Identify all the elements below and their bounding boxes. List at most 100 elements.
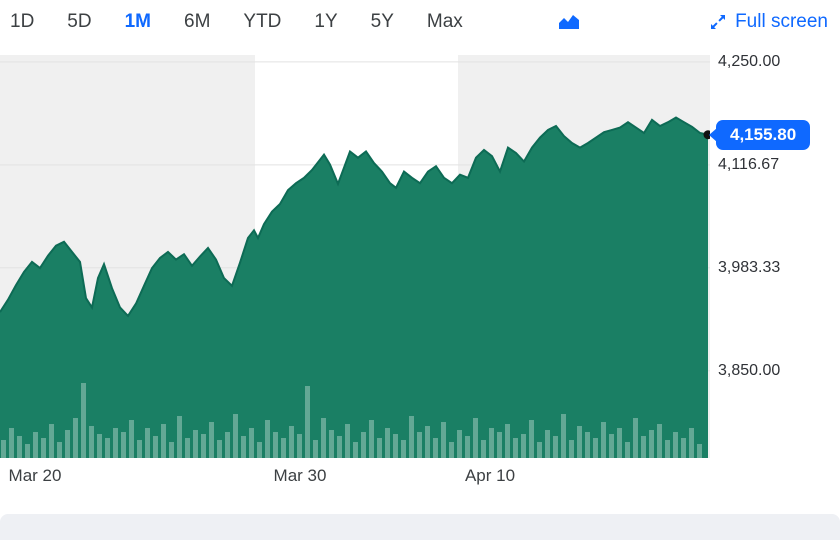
volume-bar — [17, 436, 22, 458]
area-chart-icon[interactable] — [558, 14, 580, 30]
volume-bar — [537, 442, 542, 458]
x-axis-label: Mar 20 — [8, 466, 62, 485]
volume-bar — [353, 442, 358, 458]
volume-bar — [657, 424, 662, 458]
fullscreen-button[interactable]: Full screen — [709, 11, 830, 33]
volume-bar — [217, 440, 222, 458]
volume-bar — [185, 438, 190, 458]
x-axis: Mar 20 Mar 30 Apr 10 — [0, 458, 710, 498]
volume-bar — [489, 428, 494, 458]
x-axis-label: Mar 30 — [273, 466, 327, 485]
volume-bar — [521, 434, 526, 458]
price-badge: 4,155.80 — [716, 120, 811, 150]
volume-bar — [89, 426, 94, 458]
volume-bar — [409, 416, 414, 458]
volume-bar — [129, 420, 134, 458]
volume-bar — [337, 436, 342, 458]
volume-bar — [297, 434, 302, 458]
volume-bar — [281, 438, 286, 458]
volume-bar — [449, 442, 454, 458]
price-line — [0, 116, 709, 318]
y-axis-label: 3,850.00 — [718, 362, 781, 379]
volume-bar — [585, 432, 590, 458]
range-tab-5d[interactable]: 5D — [67, 11, 92, 32]
volume-bar — [33, 432, 38, 458]
volume-bar — [97, 434, 102, 458]
volume-bar — [561, 414, 566, 458]
range-tabs: 1D 5D 1M 6M YTD 1Y 5Y Max — [10, 11, 463, 33]
x-axis-label: Apr 10 — [464, 466, 516, 485]
range-tab-ytd[interactable]: YTD — [243, 11, 282, 32]
volume-bar — [105, 438, 110, 458]
volume-bar — [305, 386, 310, 458]
volume-bar — [625, 442, 630, 458]
volume-bar — [505, 424, 510, 458]
volume-bar — [465, 436, 470, 458]
volume-bar — [273, 432, 278, 458]
expand-arrows-icon — [709, 13, 727, 31]
range-tab-5y[interactable]: 5Y — [370, 11, 394, 32]
volume-bar — [497, 432, 502, 458]
volume-bar — [689, 428, 694, 458]
volume-bar — [641, 436, 646, 458]
volume-bar — [49, 424, 54, 458]
volume-bar — [417, 432, 422, 458]
volume-bar — [321, 418, 326, 458]
volume-bar — [1, 440, 6, 458]
volume-bar — [313, 440, 318, 458]
volume-bar — [569, 440, 574, 458]
volume-bar — [633, 418, 638, 458]
range-toolbar: 1D 5D 1M 6M YTD 1Y 5Y Max Full screen — [0, 0, 840, 44]
volume-bar — [473, 418, 478, 458]
volume-bar — [233, 414, 238, 458]
volume-bar — [329, 430, 334, 458]
range-tab-1y[interactable]: 1Y — [314, 11, 338, 32]
plot-svg — [0, 61, 713, 458]
volume-bar — [593, 438, 598, 458]
footer-panel — [0, 514, 840, 540]
range-tab-1m[interactable]: 1M — [124, 11, 151, 32]
volume-bar — [225, 432, 230, 458]
volume-bar — [145, 428, 150, 458]
y-axis-label: 3,983.33 — [718, 259, 781, 276]
volume-bar — [601, 422, 606, 458]
volume-bar — [161, 424, 166, 458]
volume-bar — [609, 434, 614, 458]
fullscreen-label: Full screen — [735, 11, 828, 32]
volume-bar — [249, 428, 254, 458]
volume-bar — [193, 430, 198, 458]
volume-bar — [169, 442, 174, 458]
range-tab-max[interactable]: Max — [426, 11, 463, 32]
volume-bar — [65, 430, 70, 458]
volume-bar — [57, 442, 62, 458]
volume-bar — [121, 432, 126, 458]
range-tab-1d[interactable]: 1D — [10, 11, 35, 32]
volume-bar — [441, 422, 446, 458]
y-axis: 4,250.00 4,116.67 3,983.33 3,850.00 — [710, 53, 840, 458]
y-axis-label: 4,250.00 — [718, 53, 781, 70]
volume-bar — [25, 444, 30, 458]
range-tab-6m[interactable]: 6M — [184, 11, 211, 32]
volume-bar — [481, 440, 486, 458]
volume-bar — [513, 438, 518, 458]
volume-bar — [433, 438, 438, 458]
volume-bar — [377, 438, 382, 458]
volume-bar — [681, 438, 686, 458]
volume-bar — [209, 422, 214, 458]
volume-bar — [425, 426, 430, 458]
volume-bar — [545, 430, 550, 458]
volume-bar — [81, 383, 86, 458]
price-area — [0, 117, 708, 458]
volume-bar — [201, 434, 206, 458]
volume-bar — [673, 432, 678, 458]
volume-bar — [9, 428, 14, 458]
volume-bar — [529, 420, 534, 458]
volume-bar — [257, 442, 262, 458]
plot[interactable] — [0, 55, 713, 458]
volume-bar — [617, 428, 622, 458]
volume-bar — [577, 426, 582, 458]
volume-bar — [289, 426, 294, 458]
volume-bar — [41, 438, 46, 458]
volume-bar — [137, 440, 142, 458]
